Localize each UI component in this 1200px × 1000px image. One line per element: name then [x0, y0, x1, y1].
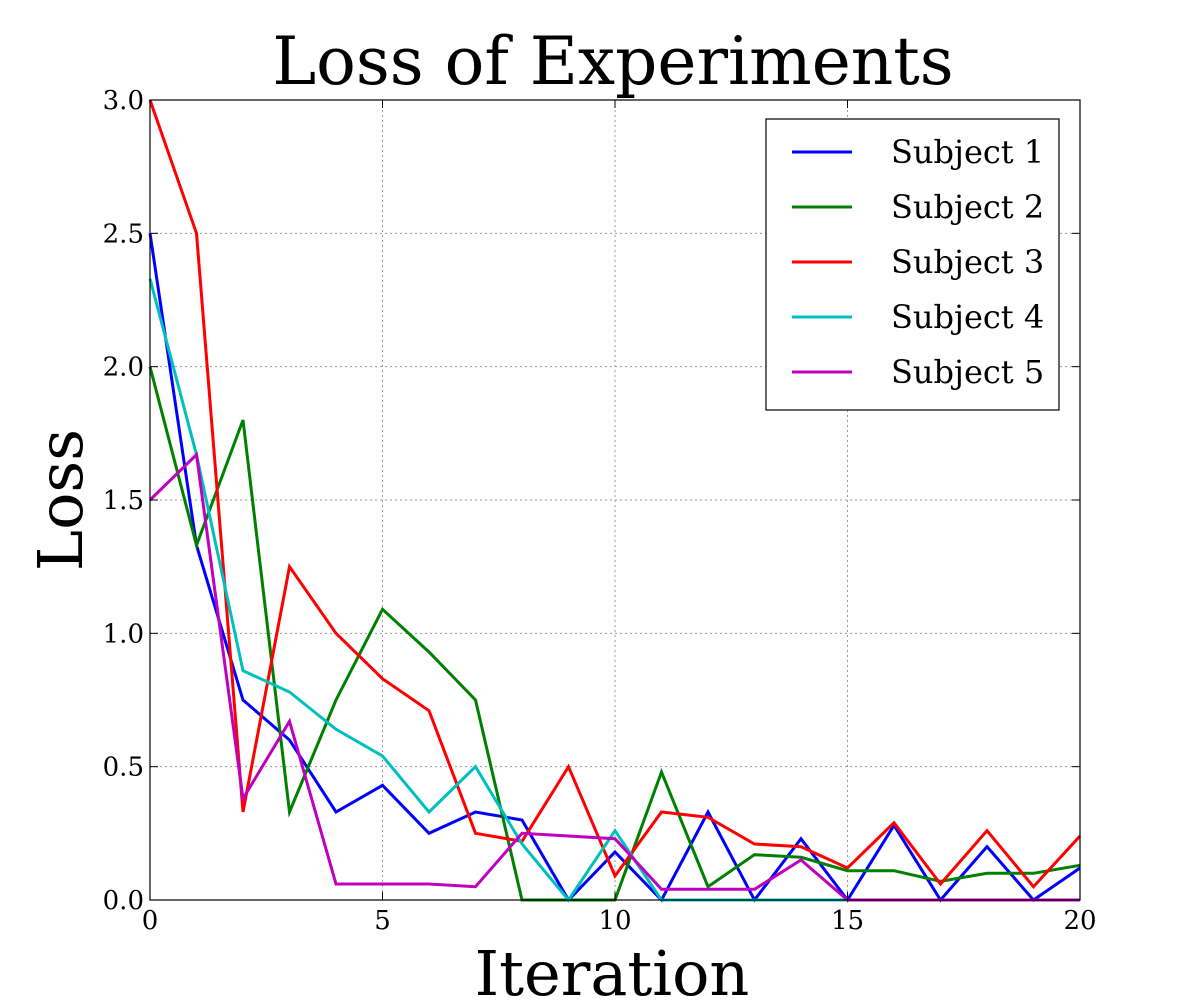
x-tick-label: 0: [142, 906, 159, 936]
x-tick-label: 5: [374, 906, 391, 936]
legend-label-subject-3: Subject 3: [891, 243, 1044, 281]
legend-label-subject-4: Subject 4: [891, 298, 1044, 336]
y-tick-label: 0.0: [103, 886, 144, 916]
legend-label-subject-2: Subject 2: [891, 188, 1044, 226]
legend: Subject 1 Subject 2 Subject 3 Subject 4 Subj…: [765, 118, 1060, 411]
y-tick-label: 2.0: [103, 353, 144, 383]
y-tick-label: 1.0: [103, 619, 144, 649]
series-line-subject-3: [148, 99, 1082, 889]
y-tick-label: 3.0: [103, 86, 144, 116]
chart-title: Loss of Experiments: [272, 23, 953, 100]
legend-label-subject-1: Subject 1: [891, 133, 1044, 171]
y-axis-label: Loss: [24, 429, 97, 571]
legend-frame: [765, 118, 1060, 411]
y-tick-label: 2.5: [103, 219, 144, 249]
y-tick-label: 1.5: [103, 486, 144, 516]
x-tick-label: 20: [1063, 906, 1096, 936]
x-tick-label: 10: [598, 906, 631, 936]
y-tick-label: 0.5: [103, 753, 144, 783]
legend-label-subject-5: Subject 5: [891, 353, 1044, 391]
series-line-subject-1: [148, 233, 1081, 903]
axis-ticks: 0 5 10 15 20 0.0 0.5 1.0 1.5 2.0 2.5 3.0: [103, 86, 1097, 936]
x-tick-label: 15: [831, 906, 864, 936]
x-axis-label: Iteration: [475, 937, 750, 1000]
